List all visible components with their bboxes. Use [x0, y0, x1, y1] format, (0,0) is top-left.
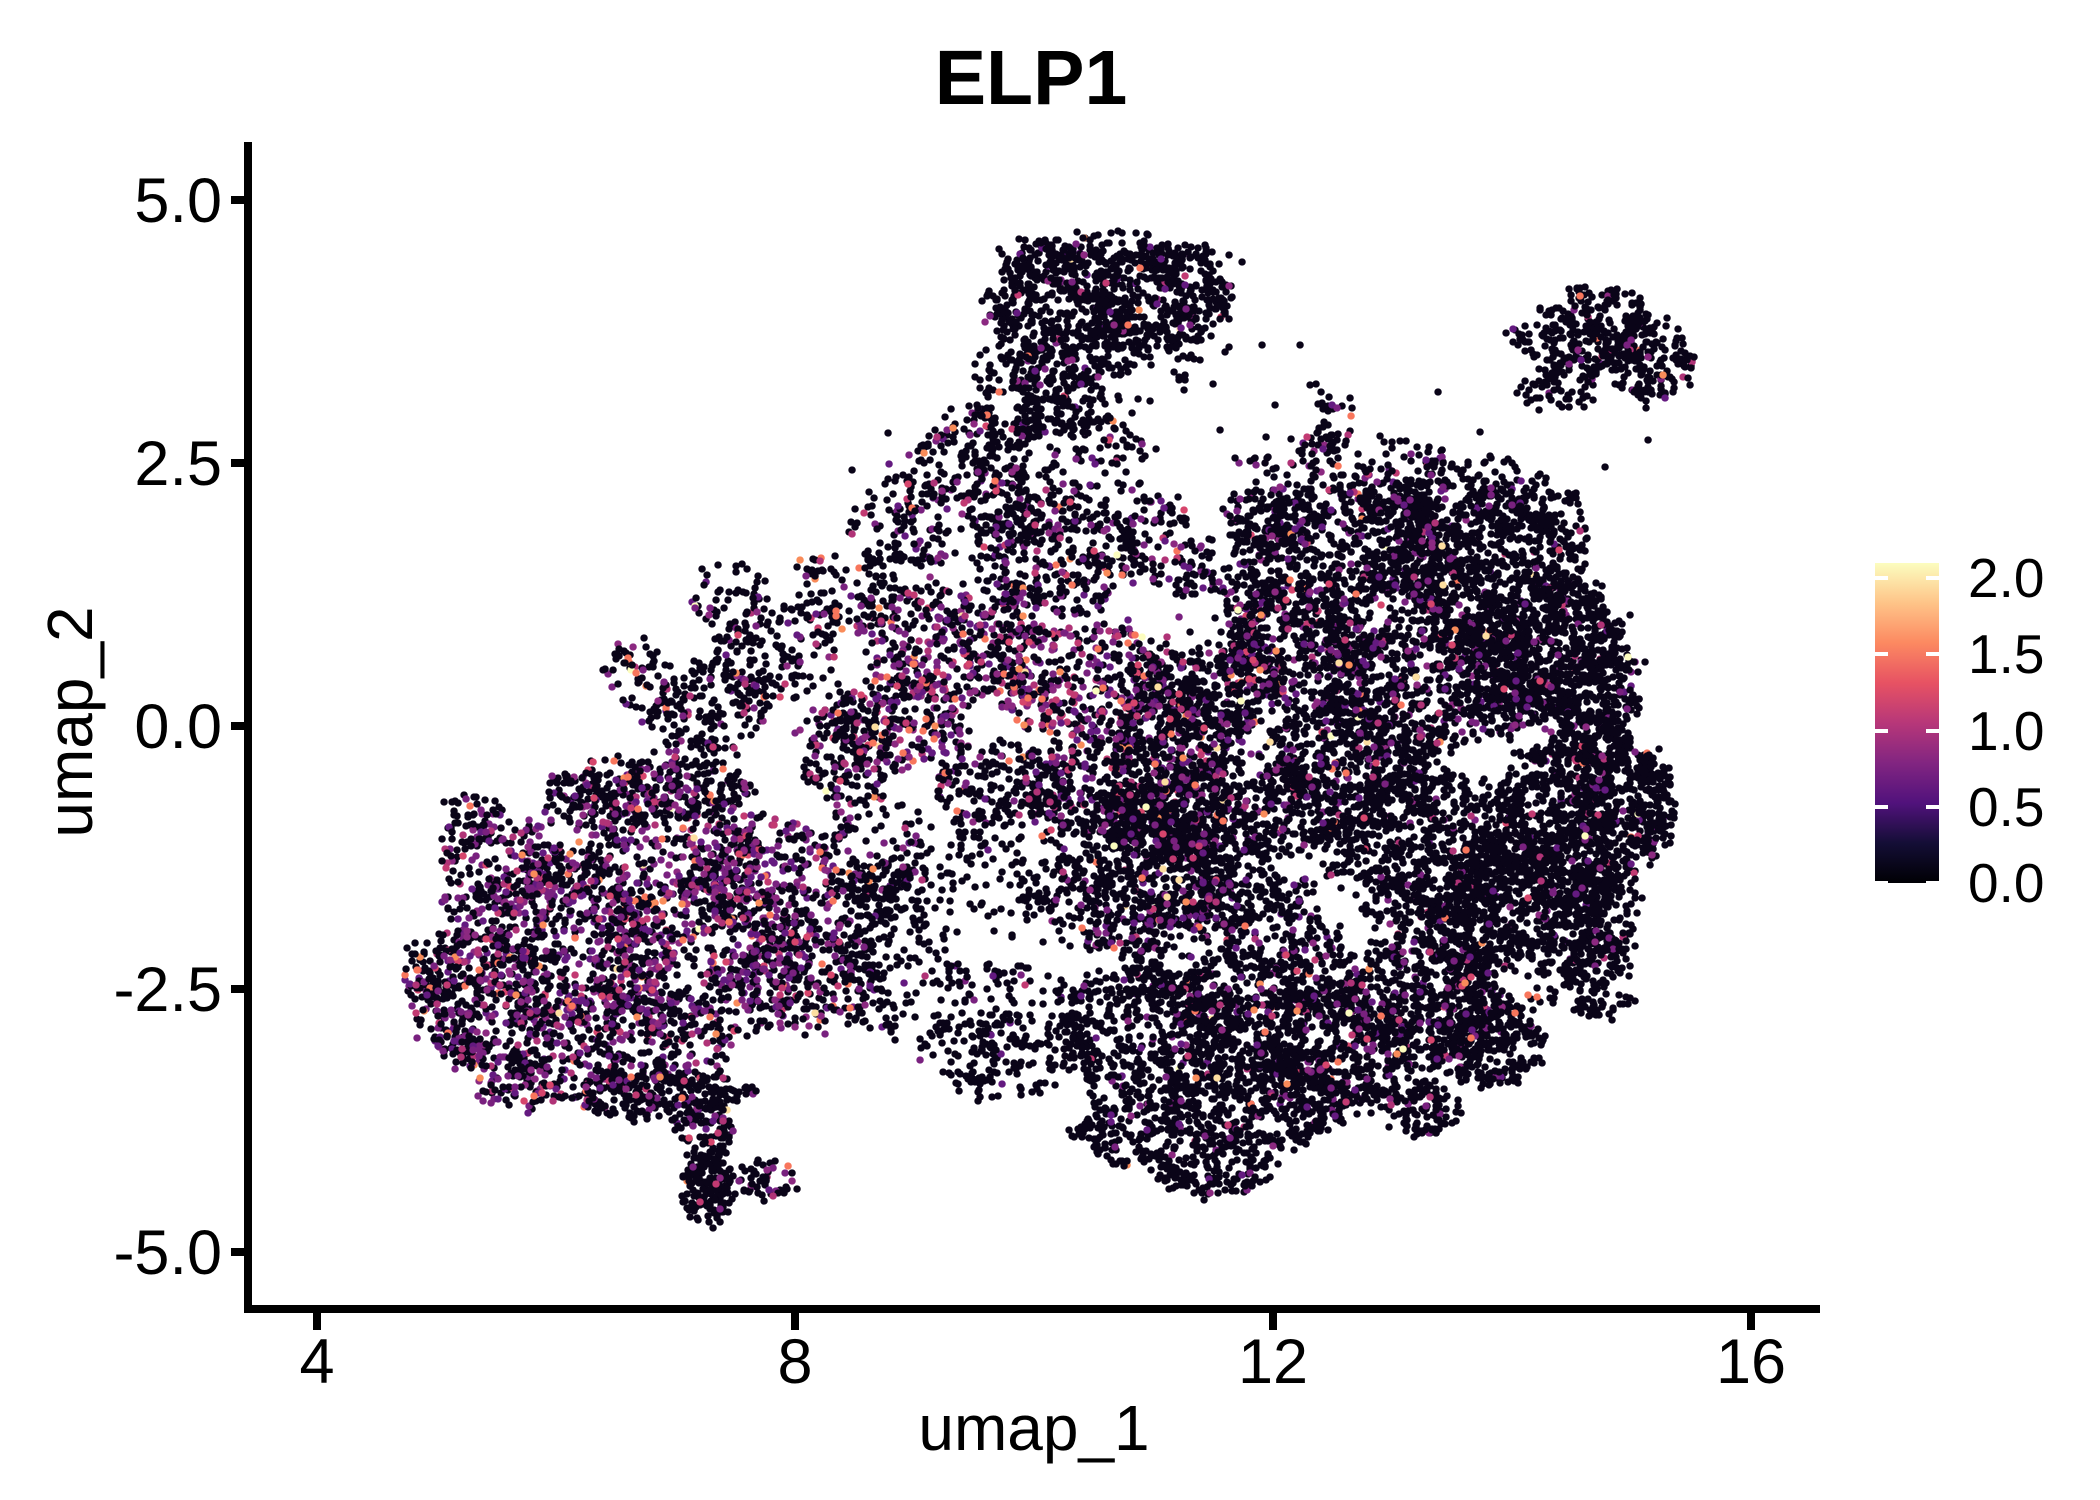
svg-text:umap_2: umap_2	[34, 606, 106, 837]
svg-text:-5.0: -5.0	[113, 1218, 222, 1288]
svg-text:8: 8	[777, 1327, 812, 1397]
svg-text:16: 16	[1716, 1327, 1786, 1397]
svg-text:-2.5: -2.5	[113, 955, 222, 1025]
svg-text:1.0: 1.0	[1968, 700, 2044, 762]
svg-text:1.5: 1.5	[1968, 623, 2044, 685]
svg-text:ELP1: ELP1	[935, 35, 1128, 121]
svg-text:0.0: 0.0	[1968, 852, 2044, 914]
svg-text:2.5: 2.5	[134, 429, 222, 499]
svg-text:2.0: 2.0	[1968, 547, 2044, 609]
svg-text:0.0: 0.0	[134, 692, 222, 762]
svg-text:4: 4	[299, 1327, 334, 1397]
svg-text:12: 12	[1238, 1327, 1308, 1397]
svg-text:5.0: 5.0	[134, 166, 222, 236]
svg-text:umap_1: umap_1	[918, 1392, 1149, 1464]
svg-text:0.5: 0.5	[1968, 776, 2044, 838]
